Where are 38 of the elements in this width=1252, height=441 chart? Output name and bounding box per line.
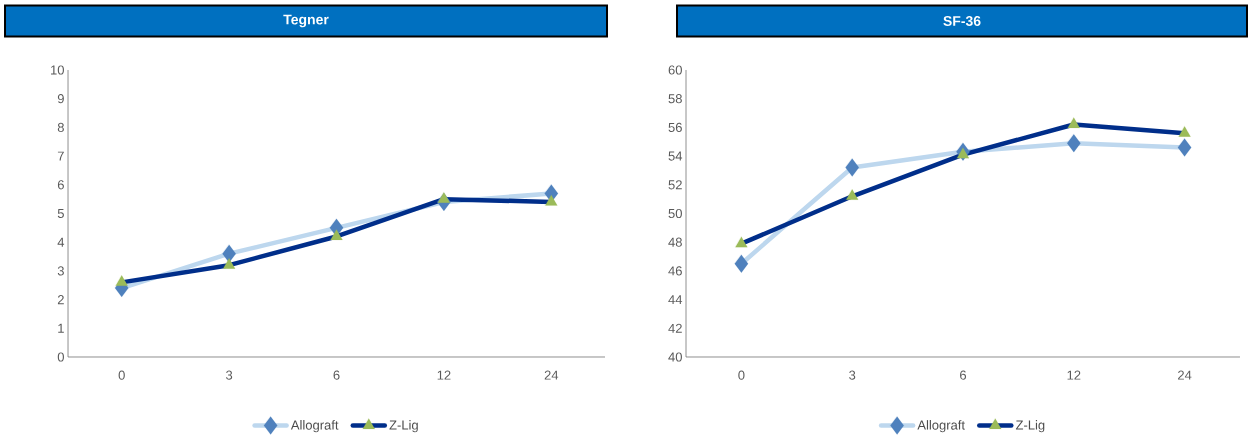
x-tick-label: 0 — [118, 370, 125, 380]
legend-label: Z-Lig — [389, 420, 418, 433]
y-tick-label: 58 — [668, 94, 682, 104]
x-tick-label: 0 — [738, 370, 745, 380]
chart-title: SF-36 — [943, 16, 981, 26]
y-tick-label: 46 — [668, 266, 682, 276]
x-tick-label: 24 — [544, 370, 559, 380]
y-tick-label: 44 — [668, 295, 683, 305]
y-tick-label: 60 — [668, 65, 682, 75]
legend-label: Z-Lig — [1015, 420, 1045, 433]
y-tick-label: 8 — [57, 122, 64, 132]
x-tick-label: 24 — [1178, 370, 1192, 380]
legend-label: Allograft — [290, 420, 339, 433]
y-tick-label: 56 — [668, 122, 682, 132]
y-tick-label: 7 — [57, 151, 64, 161]
chart-title: Tegner — [283, 14, 329, 28]
y-tick-label: 4 — [57, 237, 65, 247]
x-tick-label: 3 — [226, 370, 233, 380]
y-tick-label: 42 — [668, 323, 682, 333]
y-tick-label: 2 — [57, 295, 64, 305]
y-tick-label: 6 — [57, 180, 64, 190]
y-tick-label: 1 — [58, 323, 64, 333]
y-tick-label: 3 — [57, 266, 64, 276]
y-tick-label: 10 — [51, 65, 64, 75]
x-tick-label: 3 — [849, 370, 856, 380]
x-tick-label: 6 — [333, 370, 340, 380]
y-tick-label: 48 — [668, 237, 682, 247]
y-tick-label: 40 — [668, 352, 682, 362]
x-tick-label: 12 — [1067, 370, 1081, 380]
x-tick-label: 6 — [960, 370, 967, 380]
y-tick-label: 5 — [57, 208, 64, 219]
y-tick-label: 0 — [57, 352, 64, 362]
legend-label: Allograft — [917, 420, 965, 433]
x-tick-label: 12 — [437, 370, 451, 380]
y-tick-label: 9 — [57, 94, 64, 104]
y-tick-label: 52 — [668, 180, 682, 190]
y-tick-label: 54 — [668, 151, 683, 161]
y-tick-label: 50 — [668, 208, 682, 219]
